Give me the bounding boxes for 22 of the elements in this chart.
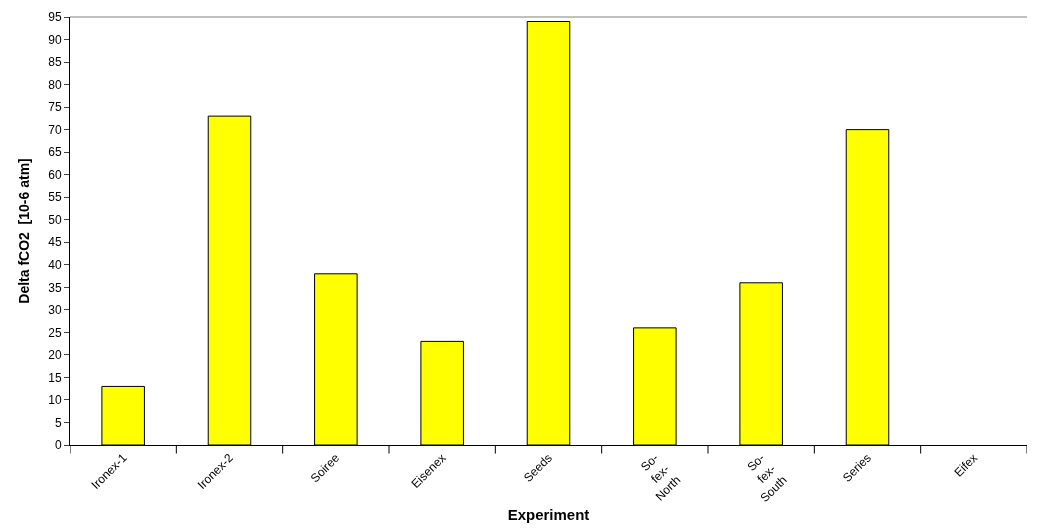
y-tick-label: 55 <box>48 190 62 205</box>
x-axis-title: Experiment <box>507 506 590 523</box>
y-tick-label: 35 <box>48 280 62 295</box>
y-tick-label: 45 <box>48 235 62 250</box>
y-tick-label: 90 <box>48 32 62 47</box>
y-tick-label: 65 <box>48 145 62 160</box>
y-tick-label: 95 <box>48 10 62 25</box>
y-tick-label: 0 <box>54 438 62 453</box>
y-tick-label: 25 <box>48 325 62 340</box>
y-tick-label: 75 <box>48 100 62 115</box>
y-tick-label: 80 <box>48 77 62 92</box>
y-tick-label: 20 <box>48 348 62 363</box>
y-tick-label: 10 <box>48 393 62 408</box>
y-tick-label: 15 <box>48 370 62 385</box>
y-tick-label: 30 <box>48 303 62 318</box>
y-tick-label: 70 <box>48 122 62 137</box>
y-tick-label: 50 <box>48 212 62 227</box>
y-tick-label: 5 <box>54 415 62 430</box>
y-axis-title: Delta fCO2 [10-6 atm] <box>15 158 32 304</box>
y-tick-label: 40 <box>48 257 62 272</box>
y-tick-label: 60 <box>48 167 62 182</box>
y-tick-label: 85 <box>48 55 62 70</box>
